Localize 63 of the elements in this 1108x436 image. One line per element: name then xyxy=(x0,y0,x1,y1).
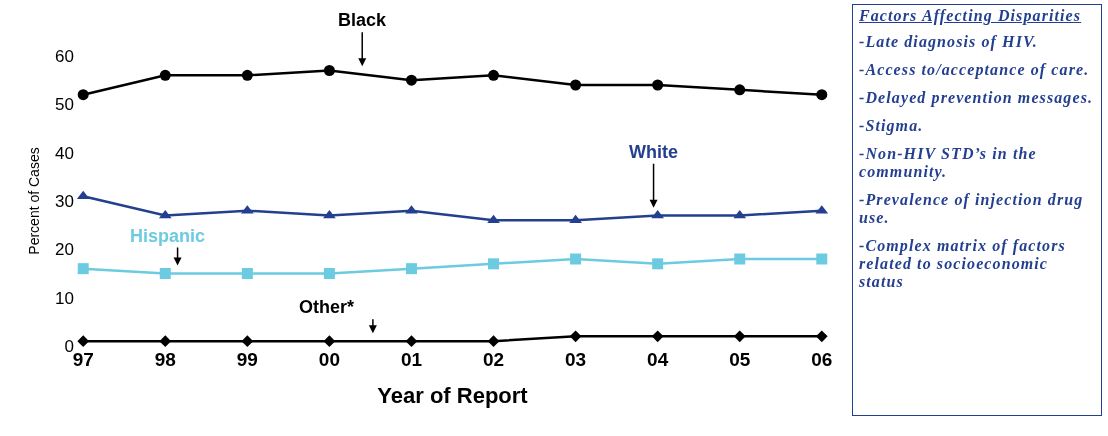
point xyxy=(734,84,746,96)
annotation: -Complex matrix of factors related to socioeconomic status xyxy=(859,237,1067,291)
point xyxy=(652,258,664,270)
point xyxy=(816,253,828,265)
x-tick-label: 99 xyxy=(236,349,258,370)
y-tick-label: 20 xyxy=(55,240,74,260)
x-axis-title: Year of Report xyxy=(377,382,529,408)
point xyxy=(405,335,418,348)
point xyxy=(405,74,417,86)
point xyxy=(323,65,335,76)
point xyxy=(241,335,254,348)
point xyxy=(569,330,582,343)
x-tick-label: 00 xyxy=(318,349,340,370)
point xyxy=(487,335,500,348)
point xyxy=(241,268,253,279)
point xyxy=(815,330,828,343)
annotation: -Prevalence of injection drug use. xyxy=(859,191,1085,227)
annotation: -Access to/acceptance of care. xyxy=(859,61,1091,79)
point xyxy=(77,89,89,101)
point xyxy=(570,253,582,265)
y-tick-label: 0 xyxy=(64,336,74,356)
point xyxy=(77,263,89,275)
x-tick-label: 98 xyxy=(154,349,176,370)
point xyxy=(487,214,500,224)
point xyxy=(733,330,746,343)
x-tick-label: 04 xyxy=(647,349,669,370)
point xyxy=(816,89,828,101)
y-tick-label: 40 xyxy=(55,143,74,163)
point xyxy=(323,268,335,279)
point xyxy=(323,335,336,348)
y-axis-title: Percent of Cases xyxy=(25,147,42,255)
x-tick-label: 02 xyxy=(482,349,505,370)
point xyxy=(734,253,746,265)
text: Black xyxy=(338,10,388,30)
x-tick-label: 01 xyxy=(400,349,423,370)
series-label: Hispanic xyxy=(130,226,206,246)
x-tick-label: 97 xyxy=(72,349,94,370)
y-tick-label: 60 xyxy=(55,46,74,66)
text: White xyxy=(629,142,678,162)
point xyxy=(241,69,253,81)
point xyxy=(652,79,664,91)
point xyxy=(159,69,171,81)
x-tick-label: 06 xyxy=(811,349,833,370)
y-tick-label: 30 xyxy=(55,191,74,211)
y-tick-label: 10 xyxy=(55,288,74,308)
text: Factors Affecting Disparities xyxy=(859,7,1083,25)
x-tick-label: 05 xyxy=(729,349,751,370)
point xyxy=(569,214,582,224)
annotation: -Delayed prevention messages. xyxy=(859,89,1095,107)
point xyxy=(159,335,172,348)
point xyxy=(651,330,664,343)
point xyxy=(570,79,582,91)
annotation: -Non-HIV STD’s in the community. xyxy=(859,145,1038,181)
x-tick-label: 03 xyxy=(565,349,587,370)
y-tick-label: 50 xyxy=(55,95,74,115)
point xyxy=(405,263,417,275)
series-label: Other* xyxy=(299,297,355,317)
point xyxy=(159,268,171,279)
point xyxy=(488,69,500,81)
annotation: -Stigma. xyxy=(859,117,925,135)
text: -Late diagnosis of HIV. xyxy=(859,33,1039,51)
point xyxy=(77,335,90,348)
point xyxy=(488,258,500,270)
